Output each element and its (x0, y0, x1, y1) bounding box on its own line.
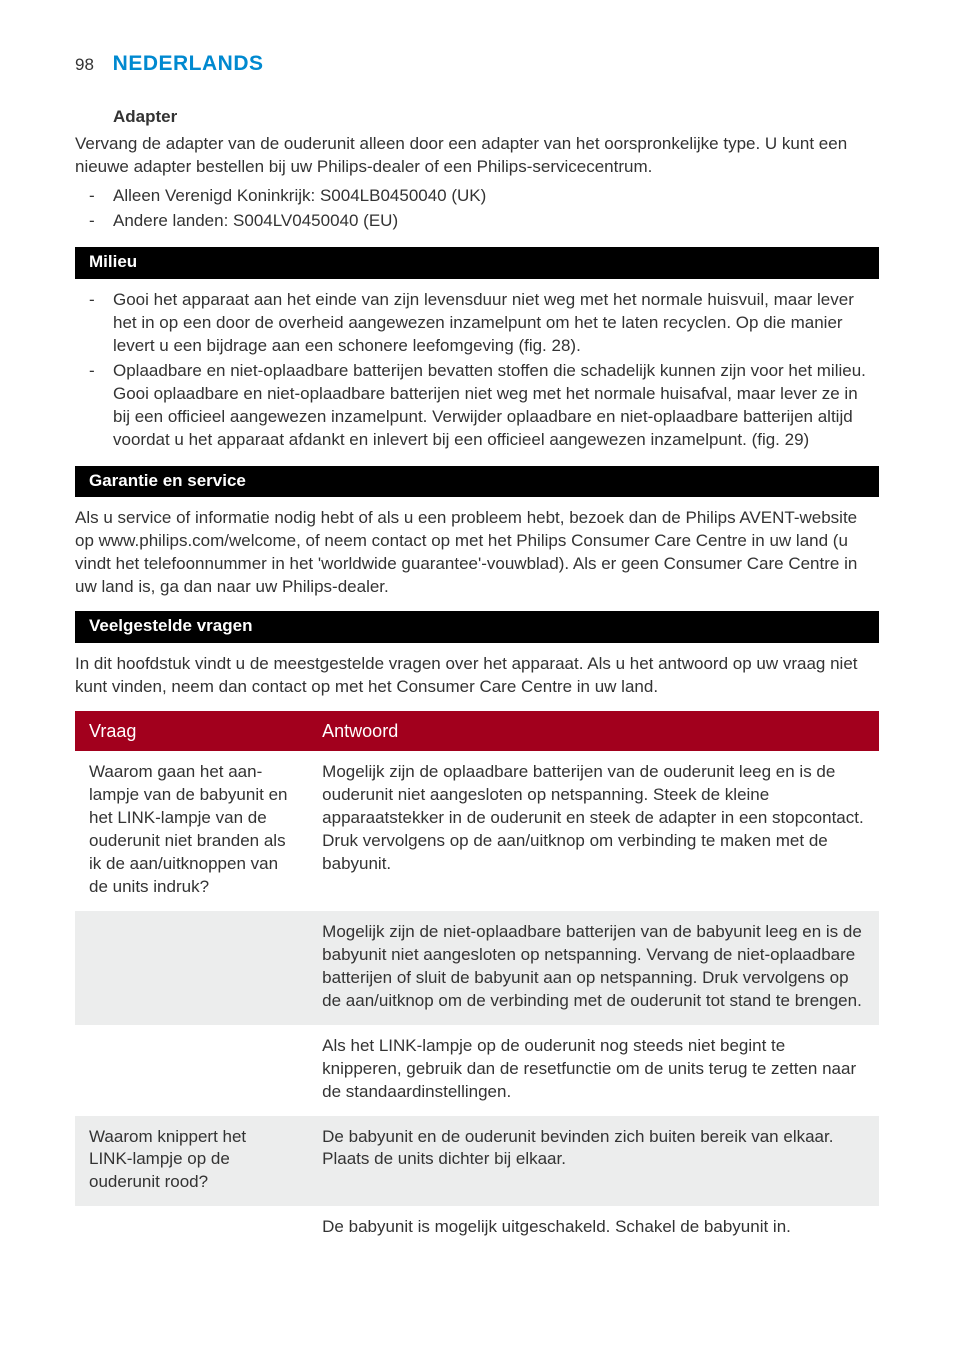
adapter-intro: Vervang de adapter van de ouderunit alle… (75, 133, 879, 179)
list-item: Oplaadbare en niet-oplaadbare batterijen… (75, 360, 879, 452)
table-row: Waarom gaan het aan-lampje van de babyun… (75, 751, 879, 911)
list-item: Alleen Verenigd Koninkrijk: S004LB045004… (75, 185, 879, 208)
header-question: Vraag (75, 711, 308, 751)
cell-answer: Mogelijk zijn de oplaadbare batterijen v… (308, 751, 879, 911)
header-answer: Antwoord (308, 711, 879, 751)
cell-answer: Mogelijk zijn de niet-oplaadbare batteri… (308, 911, 879, 1025)
faq-table: Vraag Antwoord Waarom gaan het aan-lampj… (75, 711, 879, 1251)
list-item: Andere landen: S004LV0450040 (EU) (75, 210, 879, 233)
table-row: Als het LINK-lampje op de ouderunit nog … (75, 1025, 879, 1116)
faq-intro: In dit hoofdstuk vindt u de meestgesteld… (75, 653, 879, 699)
list-item: Gooi het apparaat aan het einde van zijn… (75, 289, 879, 358)
cell-answer: Als het LINK-lampje op de ouderunit nog … (308, 1025, 879, 1116)
garantie-body: Als u service of informatie nodig hebt o… (75, 507, 879, 599)
table-row: Mogelijk zijn de niet-oplaadbare batteri… (75, 911, 879, 1025)
cell-answer: De babyunit is mogelijk uitgeschakeld. S… (308, 1206, 879, 1251)
cell-question: Waarom knippert het LINK-lampje op de ou… (75, 1116, 308, 1207)
cell-question (75, 1025, 308, 1116)
page-number: 98 (75, 55, 94, 74)
cell-question (75, 1206, 308, 1251)
table-row: Waarom knippert het LINK-lampje op de ou… (75, 1116, 879, 1207)
adapter-heading: Adapter (113, 106, 879, 129)
faq-section-bar: Veelgestelde vragen (75, 611, 879, 643)
cell-question: Waarom gaan het aan-lampje van de babyun… (75, 751, 308, 911)
milieu-section-bar: Milieu (75, 247, 879, 279)
garantie-section-bar: Garantie en service (75, 466, 879, 498)
table-header-row: Vraag Antwoord (75, 711, 879, 751)
language-title: NEDERLANDS (113, 52, 264, 75)
cell-answer: De babyunit en de ouderunit bevinden zic… (308, 1116, 879, 1207)
table-row: De babyunit is mogelijk uitgeschakeld. S… (75, 1206, 879, 1251)
page-header: 98 NEDERLANDS (75, 50, 879, 78)
cell-question (75, 911, 308, 1025)
milieu-list: Gooi het apparaat aan het einde van zijn… (75, 289, 879, 452)
adapter-list: Alleen Verenigd Koninkrijk: S004LB045004… (75, 185, 879, 233)
